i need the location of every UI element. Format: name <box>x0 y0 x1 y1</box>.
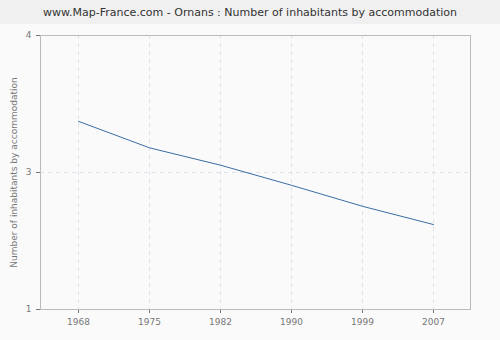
svg-text:1968: 1968 <box>67 317 90 327</box>
svg-text:1975: 1975 <box>138 317 161 327</box>
svg-text:3: 3 <box>26 167 32 177</box>
html-text:www.Map-France.com - Ornans :: www.Map-France.com - Ornans : Number of … <box>43 6 457 19</box>
svg-text:2007: 2007 <box>422 317 445 327</box>
svg-text:1982: 1982 <box>209 317 232 327</box>
svg-text:1999: 1999 <box>351 317 374 327</box>
svg-text:Number of inhabitants by accom: Number of inhabitants by accommodation <box>9 77 19 267</box>
svg-text:1990: 1990 <box>280 317 303 327</box>
svg-text:4: 4 <box>26 30 32 40</box>
svg-text:1: 1 <box>26 304 32 314</box>
